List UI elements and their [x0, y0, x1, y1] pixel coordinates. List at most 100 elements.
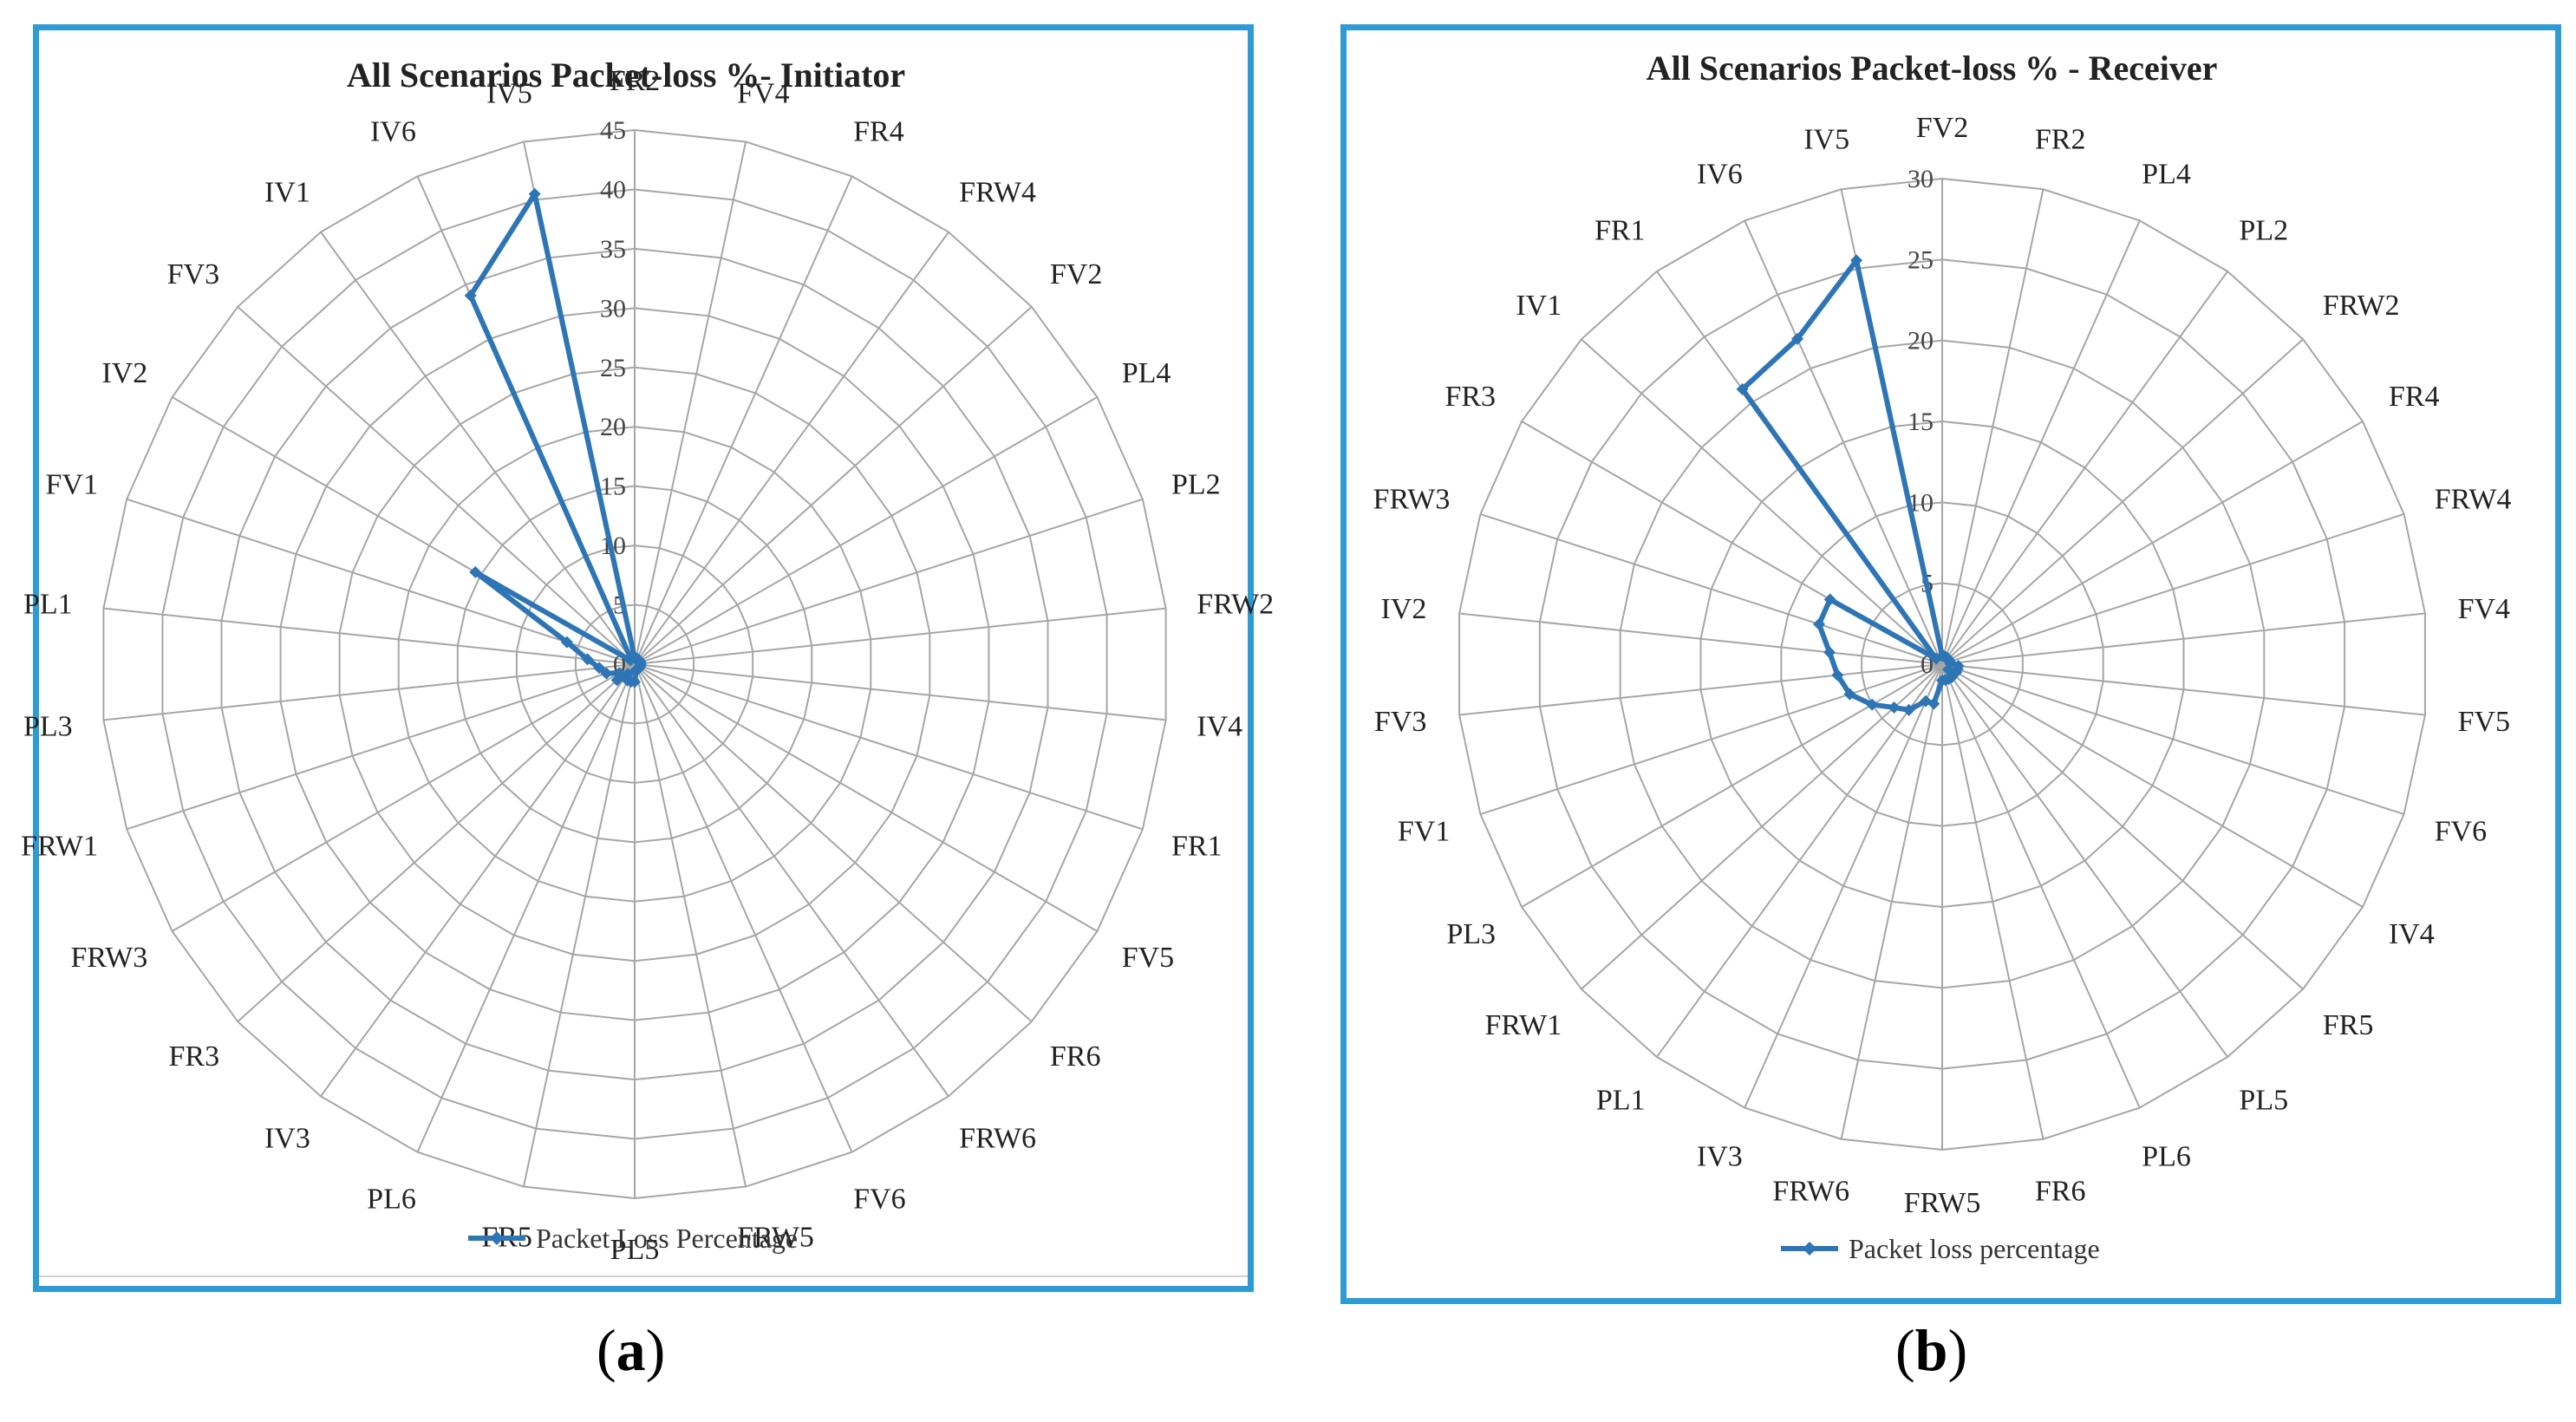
category-label: FV1	[1398, 816, 1450, 848]
axis-spoke	[634, 175, 853, 665]
axis-spoke	[634, 663, 1033, 1022]
data-point	[1823, 593, 1836, 606]
tick-label: 20	[1908, 327, 1934, 356]
legend-marker	[1803, 1242, 1816, 1256]
axis-spoke	[103, 663, 636, 721]
category-label: IV2	[101, 357, 147, 389]
category-label: PL3	[1446, 918, 1496, 950]
axis-spoke	[634, 306, 1033, 665]
panel-label-a: (a)	[597, 1317, 666, 1383]
category-label: FR6	[2035, 1175, 2086, 1207]
axis-spoke	[522, 663, 636, 1187]
data-point	[1930, 652, 1943, 665]
axis-spoke	[1941, 663, 2426, 716]
category-label: FV2	[1050, 258, 1102, 290]
category-label: FR4	[853, 115, 904, 147]
legend-marker	[490, 1231, 504, 1245]
data-point	[621, 668, 634, 681]
axis-spoke	[1941, 271, 2228, 665]
tick-label: 35	[600, 235, 626, 264]
category-label: FV6	[853, 1184, 905, 1216]
category-label: PL3	[23, 710, 73, 742]
axis-spoke	[634, 396, 1098, 665]
axis-spoke	[1941, 663, 2228, 1058]
category-label: FR1	[1595, 214, 1646, 246]
category-label: FV5	[2458, 706, 2510, 738]
category-label: FV1	[46, 469, 98, 501]
category-label: FRW2	[1197, 589, 1274, 621]
category-label: FR3	[1445, 381, 1496, 413]
category-label: FRW5	[1904, 1187, 1981, 1219]
data-point	[1790, 332, 1803, 345]
data-point	[613, 667, 626, 680]
axis-spoke	[237, 306, 636, 665]
data-point	[1902, 703, 1915, 716]
category-label: FRW3	[1373, 483, 1451, 515]
axis-spoke	[320, 232, 636, 665]
category-label: PL4	[1122, 357, 1171, 389]
data-point	[469, 565, 482, 578]
data-point	[560, 636, 573, 649]
data-point	[624, 653, 637, 666]
category-label: FR2	[2035, 124, 2086, 156]
data-point	[593, 662, 606, 675]
axis-spoke	[1941, 663, 2364, 908]
axis-spoke	[634, 663, 853, 1153]
category-label: FR3	[169, 1040, 220, 1073]
data-point	[1920, 695, 1933, 708]
category-label: PL2	[2239, 214, 2288, 246]
axis-spoke	[634, 498, 1144, 665]
axis-spoke	[634, 232, 949, 665]
radar-chart-b: All Scenarios Packet-loss % - Receiver05…	[1373, 49, 2512, 1264]
data-point	[1843, 688, 1856, 701]
axis-spoke	[416, 663, 636, 1153]
category-label: IV5	[486, 78, 532, 110]
axis-spoke	[1941, 663, 2141, 1108]
panel-divider	[39, 1275, 1248, 1277]
category-label: PL6	[367, 1184, 416, 1216]
axis-spoke	[1941, 663, 2044, 1139]
axis-spoke	[634, 663, 1098, 932]
axis-spoke	[1656, 663, 1943, 1058]
data-point	[1936, 674, 1948, 687]
category-label: FR5	[2323, 1009, 2374, 1041]
radar-chart-a: All Scenarios Packet-loss %- Initiator05…	[21, 55, 1274, 1266]
axis-spoke	[1840, 663, 1943, 1139]
tick-label: 30	[600, 294, 626, 323]
category-label: PL1	[23, 589, 73, 621]
category-label: FRW5	[737, 1221, 814, 1253]
tick-label: 30	[1908, 165, 1934, 193]
category-label: FV2	[1916, 112, 1968, 144]
axis-spoke	[634, 663, 747, 1187]
category-label: IV6	[370, 115, 416, 147]
category-label: FRW6	[1772, 1175, 1849, 1207]
axis-spoke	[1744, 663, 1943, 1108]
axis-spoke	[1941, 421, 2364, 665]
data-point	[1850, 254, 1863, 267]
category-label: IV1	[264, 177, 310, 209]
tick-label: 40	[600, 175, 626, 204]
axis-spoke	[126, 498, 636, 665]
axis-spoke	[1941, 663, 2404, 816]
data-point	[464, 289, 477, 302]
data-point	[1831, 669, 1844, 682]
data-point	[1736, 382, 1749, 395]
category-label: IV4	[1197, 710, 1242, 742]
category-label: FV4	[2458, 593, 2510, 625]
chart-title: All Scenarios Packet-loss % - Receiver	[1647, 49, 2218, 88]
axis-spoke	[1480, 512, 1943, 665]
category-label: FV3	[1374, 706, 1426, 738]
axis-spoke	[634, 663, 949, 1097]
axis-spoke	[1941, 512, 2404, 665]
data-point	[1812, 617, 1825, 630]
category-label: PL5	[2239, 1085, 2288, 1117]
tick-label: 20	[600, 413, 626, 441]
category-label: IV4	[2389, 918, 2435, 950]
category-label: IV3	[264, 1122, 310, 1154]
category-label: PL4	[2142, 159, 2191, 191]
category-label: PL2	[1171, 469, 1221, 501]
axis-spoke	[320, 663, 636, 1097]
category-label: FV4	[737, 78, 789, 110]
legend-label: Packet Loss Percentage	[536, 1223, 798, 1254]
